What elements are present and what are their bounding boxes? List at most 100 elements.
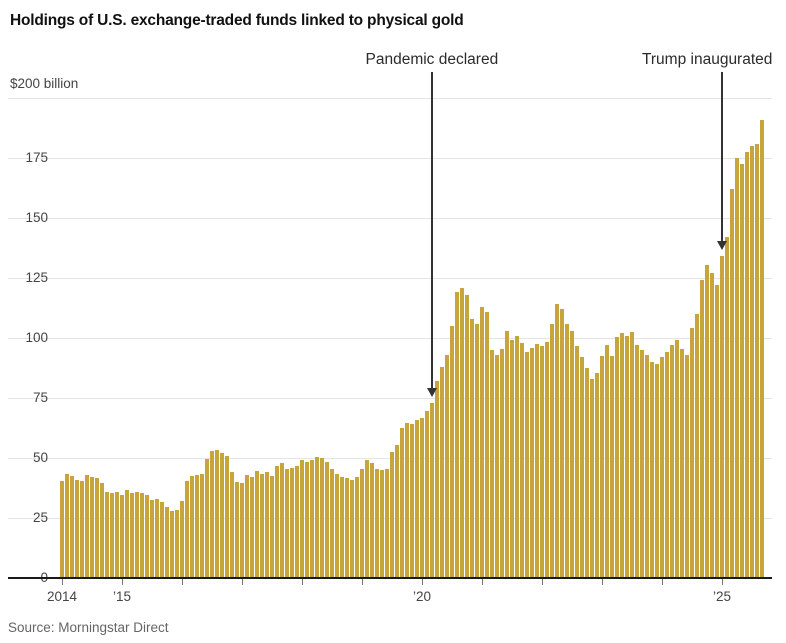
bar-2014-01 xyxy=(60,480,64,578)
bar-2020-01 xyxy=(420,418,424,578)
x-axis-tick-2014 xyxy=(62,579,63,585)
bar-2024-02 xyxy=(665,352,669,578)
bar-2022-12 xyxy=(595,372,599,578)
bar-2017-06 xyxy=(265,472,269,578)
bar-2024-01 xyxy=(660,357,664,578)
bar-2016-02 xyxy=(185,480,189,578)
bar-2019-02 xyxy=(365,460,369,578)
bar-2020-11 xyxy=(470,318,474,578)
bar-2018-05 xyxy=(320,458,324,578)
bar-2014-06 xyxy=(85,474,89,578)
bar-2024-12 xyxy=(715,285,719,578)
x-axis-baseline xyxy=(8,577,772,579)
bar-2016-08 xyxy=(215,449,219,578)
x-axis-tick-2022 xyxy=(542,579,543,585)
bar-2015-03 xyxy=(130,492,134,578)
bar-2023-12 xyxy=(655,364,659,578)
bar-2017-12 xyxy=(295,466,299,578)
bar-2019-04 xyxy=(375,468,379,578)
annotation-label: Trump inaugurated xyxy=(642,51,773,68)
bar-2023-09 xyxy=(640,350,644,578)
bar-2015-11 xyxy=(170,510,174,578)
bar-2021-09 xyxy=(520,342,524,578)
bar-2015-02 xyxy=(125,490,129,578)
bar-2021-04 xyxy=(495,354,499,578)
y-axis-label-125: 125 xyxy=(25,270,48,285)
bar-2017-09 xyxy=(280,462,284,578)
bar-2018-02 xyxy=(305,461,309,578)
annotation-arrow-2020-03 xyxy=(431,72,433,388)
source-note: Source: Morningstar Direct xyxy=(8,620,169,635)
bar-2014-02 xyxy=(65,473,69,578)
gridline-200 xyxy=(8,97,772,99)
x-axis-tick-2019 xyxy=(362,579,363,585)
bar-2021-10 xyxy=(525,352,529,578)
bar-2021-07 xyxy=(510,340,514,578)
bar-2019-08 xyxy=(395,444,399,578)
bar-2022-06 xyxy=(565,323,569,578)
bar-2019-07 xyxy=(390,452,394,578)
bar-2016-06 xyxy=(205,459,209,578)
bar-2022-11 xyxy=(590,378,594,578)
bar-2014-04 xyxy=(75,479,79,578)
bar-2023-03 xyxy=(610,356,614,578)
bar-2023-08 xyxy=(635,345,639,578)
bar-2021-01 xyxy=(480,306,484,578)
bar-2014-11 xyxy=(110,492,114,578)
x-axis-tick-2018 xyxy=(302,579,303,585)
y-axis-label-100: 100 xyxy=(25,330,48,345)
bar-2015-08 xyxy=(155,498,159,578)
bar-2016-10 xyxy=(225,455,229,578)
bar-2014-08 xyxy=(95,478,99,578)
bar-2016-01 xyxy=(180,501,184,578)
bar-2016-03 xyxy=(190,476,194,578)
bar-2019-12 xyxy=(415,419,419,578)
bar-2018-03 xyxy=(310,460,314,578)
bar-2015-06 xyxy=(145,495,149,578)
bar-2025-07 xyxy=(750,146,754,578)
y-axis-label-25: 25 xyxy=(32,510,48,525)
bar-2023-01 xyxy=(600,356,604,578)
bar-2021-06 xyxy=(505,330,509,578)
bar-2016-12 xyxy=(235,482,239,578)
bar-2018-08 xyxy=(335,473,339,578)
bar-2016-09 xyxy=(220,453,224,578)
annotation-arrowhead-2025-01 xyxy=(717,241,727,251)
x-axis-tick-2016 xyxy=(182,579,183,585)
bar-2019-01 xyxy=(360,468,364,578)
x-axis-tick-2024 xyxy=(662,579,663,585)
bar-2017-02 xyxy=(245,474,249,578)
bar-2017-11 xyxy=(290,467,294,578)
bar-2020-05 xyxy=(440,366,444,578)
x-axis-label-2025: ’25 xyxy=(712,589,731,604)
bar-2020-10 xyxy=(465,294,469,578)
bar-2019-09 xyxy=(400,428,404,578)
bar-2023-06 xyxy=(625,335,629,578)
x-axis-tick-2015 xyxy=(122,579,123,585)
bar-2023-02 xyxy=(605,345,609,578)
bar-2018-11 xyxy=(350,479,354,578)
y-axis-label-150: 150 xyxy=(25,210,48,225)
bar-2014-07 xyxy=(90,477,94,578)
gridline-100 xyxy=(8,337,772,339)
bar-2014-03 xyxy=(70,476,74,578)
bar-2025-06 xyxy=(745,152,749,578)
gridline-150 xyxy=(8,217,772,219)
bar-2024-04 xyxy=(675,340,679,578)
bar-2024-10 xyxy=(705,264,709,578)
annotation-label: Pandemic declared xyxy=(365,51,499,68)
bar-2015-10 xyxy=(165,507,169,578)
bar-2021-03 xyxy=(490,350,494,578)
bar-2025-04 xyxy=(735,158,739,578)
bar-2025-09 xyxy=(760,119,764,578)
bar-2019-05 xyxy=(380,470,384,578)
bar-2016-04 xyxy=(195,474,199,578)
x-axis-tick-2020 xyxy=(422,579,423,585)
x-axis-label-2020: ’20 xyxy=(412,589,431,604)
x-axis-label-2014: 2014 xyxy=(46,589,78,604)
bar-2018-07 xyxy=(330,468,334,578)
bar-2024-07 xyxy=(690,328,694,578)
bar-2020-12 xyxy=(475,323,479,578)
bar-2016-05 xyxy=(200,473,204,578)
